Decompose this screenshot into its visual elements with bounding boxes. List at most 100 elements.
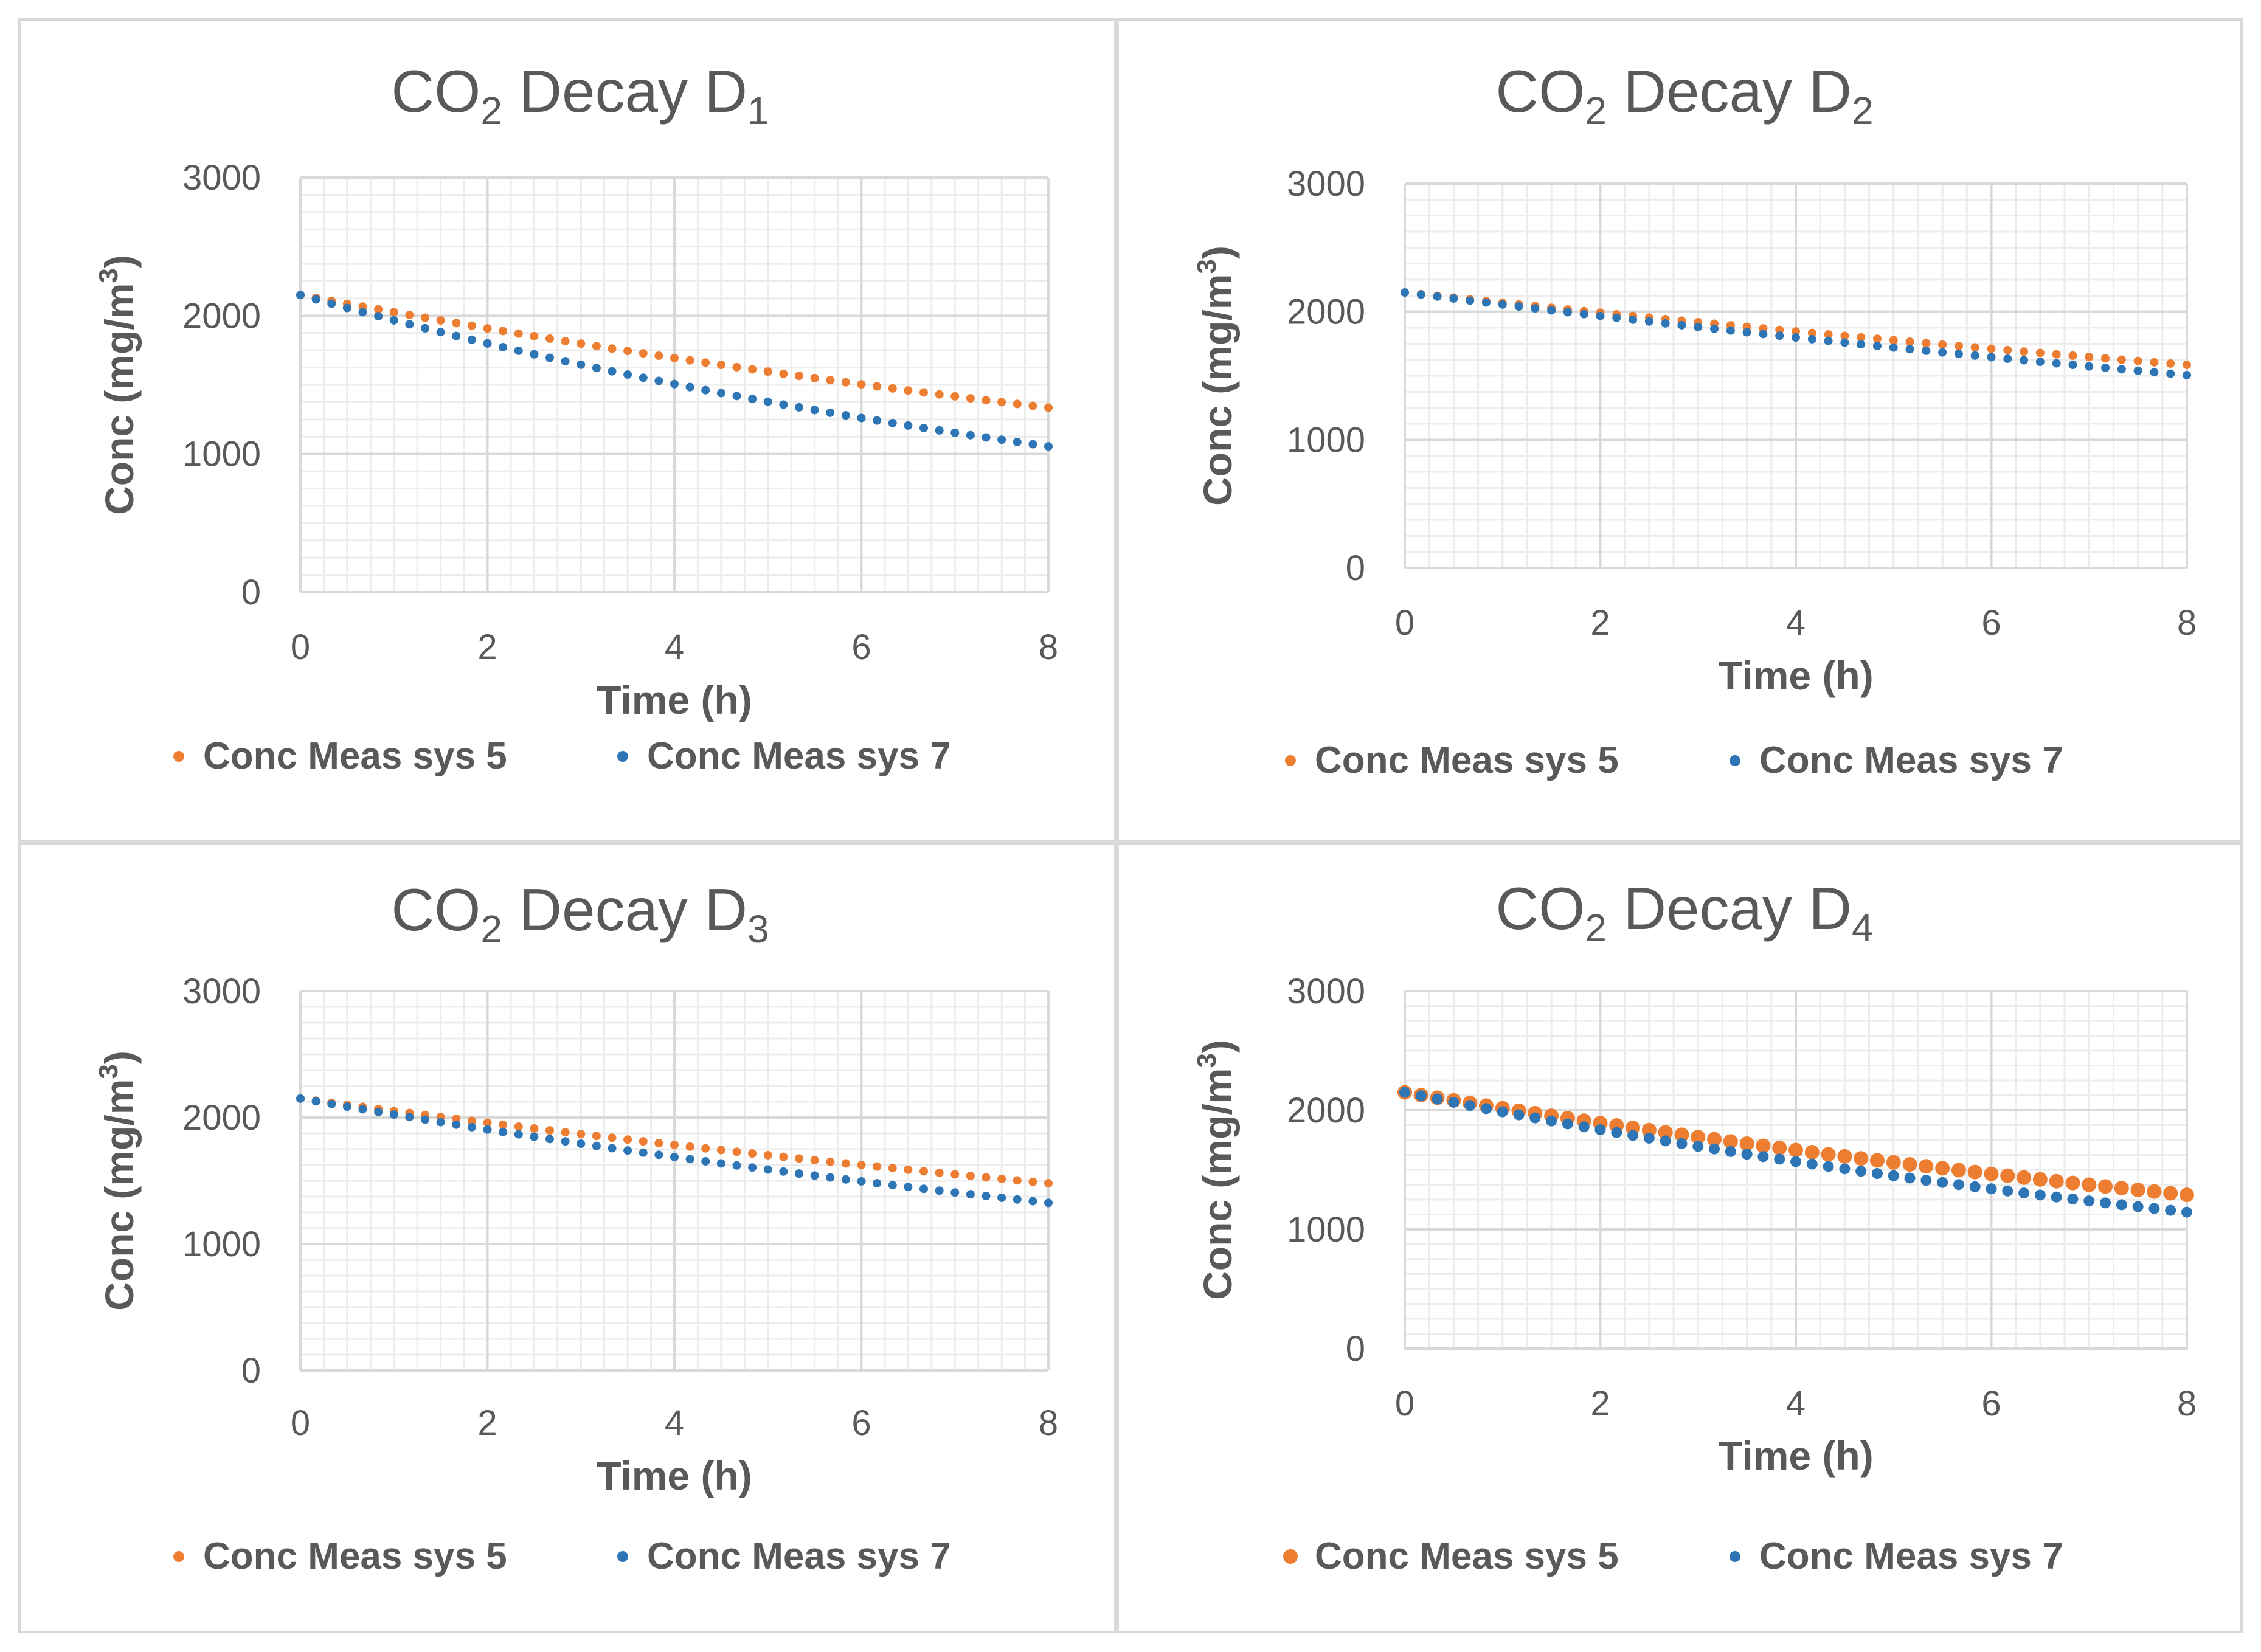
y-axis-label-part: 3 bbox=[1192, 259, 1222, 274]
data-point bbox=[2068, 351, 2077, 360]
data-point bbox=[499, 1120, 508, 1129]
data-point bbox=[841, 1175, 850, 1184]
data-point bbox=[1987, 353, 1996, 362]
data-point bbox=[2181, 1206, 2192, 1218]
data-point bbox=[1922, 346, 1931, 355]
data-point bbox=[1028, 1197, 1037, 1206]
data-point bbox=[1855, 1166, 1867, 1177]
data-point bbox=[935, 1168, 944, 1177]
data-point bbox=[1028, 440, 1037, 449]
data-point bbox=[1937, 1177, 1948, 1188]
y-axis-label: Conc (mg/m3) bbox=[1192, 246, 1240, 506]
series-sys7 bbox=[296, 1094, 1053, 1208]
data-point bbox=[327, 1099, 336, 1108]
data-point bbox=[950, 428, 960, 437]
data-point bbox=[1823, 1161, 1834, 1172]
legend-marker bbox=[1285, 755, 1296, 766]
chart-title-part: CO bbox=[1495, 58, 1585, 125]
data-point bbox=[1807, 328, 1816, 337]
data-point bbox=[1596, 311, 1605, 320]
data-point bbox=[826, 1157, 835, 1166]
chart-panel-d1: CO2 Decay D1 0 2 4 6 8 0 1000 2000 3000 Time (h) Co… bbox=[18, 18, 1117, 843]
data-point bbox=[1691, 1130, 1706, 1145]
data-point bbox=[950, 1170, 960, 1179]
data-point bbox=[1953, 1179, 1964, 1191]
x-tick-label: 0 bbox=[291, 1403, 310, 1443]
data-point bbox=[685, 382, 694, 392]
data-point bbox=[1709, 1143, 1720, 1155]
data-point bbox=[421, 1115, 429, 1124]
series-sys7 bbox=[1401, 288, 2191, 379]
data-point bbox=[1013, 1176, 1022, 1185]
data-point bbox=[873, 1162, 882, 1171]
data-point bbox=[483, 1125, 492, 1134]
data-point bbox=[1692, 1141, 1704, 1152]
chart-title-part: 2 bbox=[480, 907, 502, 951]
data-point bbox=[748, 1149, 757, 1158]
x-axis-label: Time (h) bbox=[1718, 1433, 1873, 1478]
data-point bbox=[732, 1161, 741, 1170]
data-point bbox=[873, 382, 882, 391]
chart-title-part: 4 bbox=[1852, 906, 1874, 950]
legend-label: Conc Meas sys 7 bbox=[1759, 739, 2063, 781]
data-point bbox=[950, 392, 960, 401]
legend-label: Conc Meas sys 5 bbox=[203, 735, 507, 777]
data-point bbox=[1742, 328, 1751, 337]
data-point bbox=[436, 1118, 445, 1127]
data-point bbox=[530, 1124, 539, 1133]
y-tick-label: 3000 bbox=[1287, 972, 1365, 1011]
chart-title: CO2 Decay D2 bbox=[1495, 58, 1873, 133]
x-axis-label: Time (h) bbox=[1718, 653, 1873, 698]
data-point bbox=[919, 423, 928, 432]
x-tick-label: 2 bbox=[1590, 603, 1610, 643]
data-point bbox=[545, 353, 554, 362]
data-point bbox=[467, 321, 476, 330]
data-point bbox=[2114, 1181, 2129, 1196]
data-point bbox=[1889, 343, 1898, 352]
data-point bbox=[810, 373, 819, 382]
x-tick-label: 2 bbox=[477, 627, 497, 667]
legend-label: Conc Meas sys 5 bbox=[1315, 739, 1619, 781]
data-point bbox=[577, 1139, 586, 1149]
data-point bbox=[2150, 358, 2159, 367]
data-point bbox=[1013, 399, 1022, 409]
data-point bbox=[748, 395, 757, 404]
y-tick-label: 0 bbox=[241, 1351, 261, 1391]
data-point bbox=[1774, 1153, 1785, 1165]
data-point bbox=[2020, 347, 2029, 356]
chart-title-part: CO bbox=[391, 58, 480, 125]
y-axis-label-part: ) bbox=[1195, 1040, 1240, 1053]
data-point bbox=[1627, 1130, 1639, 1141]
data-point bbox=[2166, 359, 2175, 368]
chart-title-part: 2 bbox=[1852, 89, 1874, 133]
chart-title-part: 3 bbox=[747, 907, 769, 951]
data-point bbox=[2032, 1172, 2048, 1187]
data-point bbox=[685, 1155, 694, 1164]
data-point bbox=[374, 312, 383, 321]
y-tick-label: 2000 bbox=[1287, 292, 1365, 332]
data-point bbox=[1954, 350, 1963, 359]
y-tick-label: 0 bbox=[1346, 1329, 1365, 1369]
data-point bbox=[701, 1144, 710, 1153]
x-tick-label: 2 bbox=[477, 1403, 497, 1443]
data-point bbox=[2183, 361, 2191, 370]
data-point bbox=[514, 329, 523, 338]
data-point bbox=[2052, 350, 2061, 359]
data-point bbox=[997, 398, 1006, 407]
data-point bbox=[2002, 1185, 2013, 1197]
data-point bbox=[732, 392, 741, 401]
data-point bbox=[514, 1122, 523, 1131]
data-point bbox=[2116, 1199, 2127, 1211]
data-point bbox=[1788, 1142, 1803, 1158]
x-tick-label: 4 bbox=[1786, 1384, 1806, 1423]
data-point bbox=[1480, 1103, 1492, 1115]
y-tick-label: 2000 bbox=[182, 296, 261, 336]
data-point bbox=[1951, 1163, 1966, 1178]
data-point bbox=[530, 350, 539, 359]
data-point bbox=[1756, 1138, 1771, 1153]
data-point bbox=[2035, 358, 2045, 367]
data-point bbox=[1967, 1164, 1982, 1180]
data-point bbox=[1872, 341, 1882, 350]
data-point bbox=[1726, 326, 1735, 335]
data-point bbox=[639, 1137, 648, 1146]
